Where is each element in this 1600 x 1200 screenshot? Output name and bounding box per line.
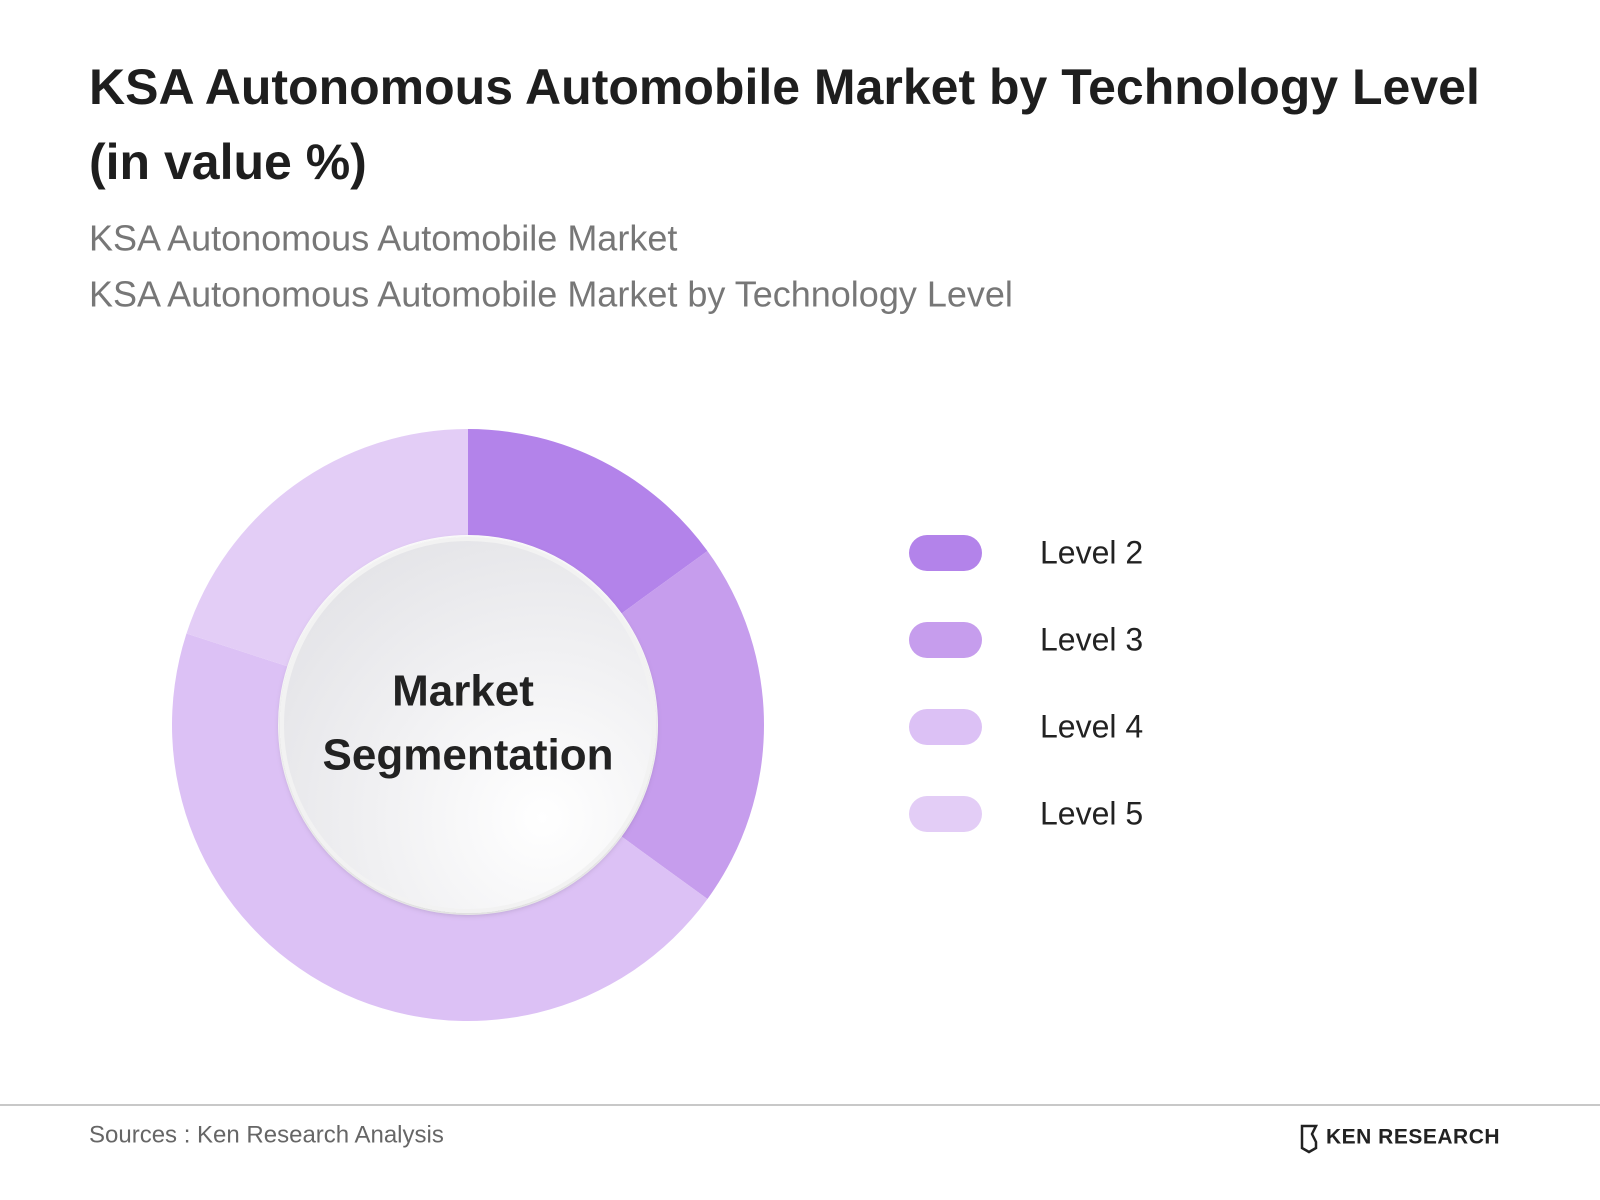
subtitle: KSA Autonomous Automobile Market: [89, 218, 677, 259]
legend-swatch: [909, 535, 982, 571]
legend-label: Level 5: [1040, 795, 1143, 831]
legend: Level 2 Level 3 Level 4 Level 5: [909, 534, 1143, 832]
center-label: Market: [392, 667, 534, 716]
legend-swatch: [909, 709, 982, 745]
legend-label: Level 3: [1040, 621, 1143, 657]
legend-swatch: [909, 622, 982, 658]
donut-hole: [280, 537, 656, 913]
title-line: (in value %): [89, 134, 367, 190]
donut-slice: [621, 551, 765, 899]
brand-logo: KEN RESEARCH: [1300, 1124, 1500, 1154]
donut: [171, 429, 765, 1022]
donut-slice: [468, 429, 708, 614]
donut-slice: [186, 429, 468, 667]
donut-slice: [171, 633, 708, 1022]
title-line: KSA Autonomous Automobile Market by Tech…: [89, 59, 1480, 115]
legend-label: Level 2: [1040, 534, 1143, 570]
legend-swatch: [909, 796, 982, 832]
brand: KEN RESEARCH: [1326, 1126, 1500, 1149]
source: Sources : Ken Research Analysis: [89, 1121, 444, 1148]
center-label: Segmentation: [323, 731, 614, 780]
subtitle: KSA Autonomous Automobile Market by Tech…: [89, 274, 1013, 315]
legend-label: Level 4: [1040, 708, 1143, 744]
